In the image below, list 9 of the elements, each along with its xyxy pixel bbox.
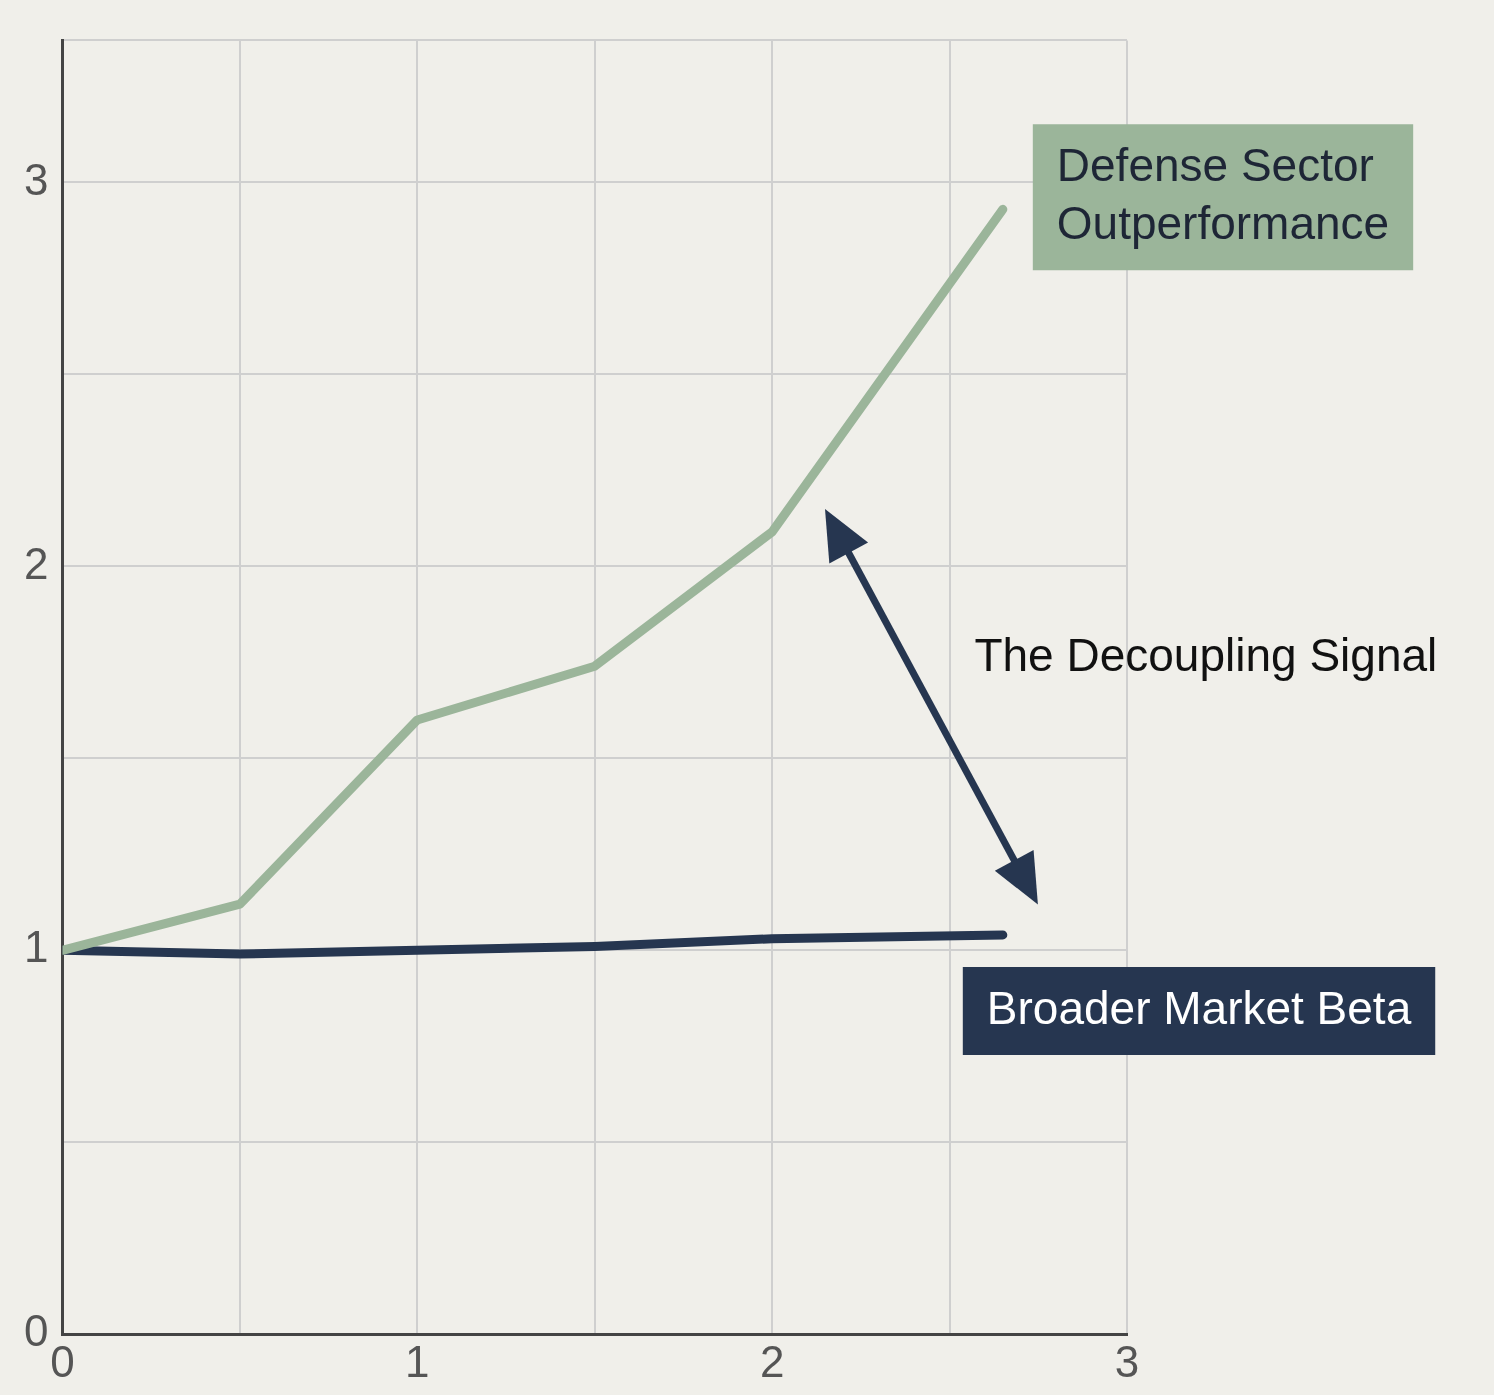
y-tick-label: 1 <box>23 922 49 972</box>
x-tick-label: 2 <box>759 1336 785 1386</box>
series-label: Broader Market Beta <box>986 981 1412 1034</box>
y-tick-label: 3 <box>23 154 49 204</box>
series-label: Defense Sector Outperformance <box>1056 139 1390 250</box>
x-tick-label: 1 <box>405 1336 430 1386</box>
annotation: The Decoupling Signal <box>974 629 1438 682</box>
y-tick-label: 2 <box>23 538 49 588</box>
x-tick-label: 3 <box>1114 1336 1140 1386</box>
